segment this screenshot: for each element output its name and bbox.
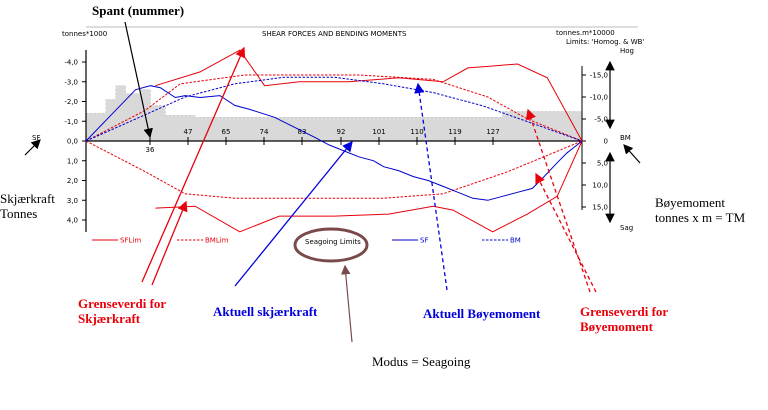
- series-sflim-line: [155, 140, 583, 233]
- mode-highlight-ellipse: [293, 227, 369, 263]
- frame-tick-label: 92: [337, 128, 346, 136]
- boyemoment-line-1: Bøyemoment: [655, 195, 726, 210]
- modus-annotation: Modus = Seagoing: [372, 354, 471, 369]
- legend-label-sf: SF: [420, 237, 428, 245]
- frame-tick-label: 110: [410, 128, 423, 136]
- bmlim-arrow-bottom: [535, 172, 597, 293]
- stillwater-area: [85, 85, 583, 142]
- bm-axis-arrow: [623, 144, 641, 164]
- skjaerkraft-annotation: Skjærkraft Tonnes: [0, 191, 55, 221]
- frame-tick-label: 36: [146, 146, 155, 154]
- limits-label: Limits: 'Homog. & WB': [566, 38, 645, 46]
- grense-skjaerkraft-annotation: Grenseverdi for Skjærkraft: [78, 296, 166, 326]
- left-tick-label: -3,0: [64, 78, 78, 86]
- series-bmlim-line: [85, 140, 583, 199]
- left-tick-label: -1,0: [64, 118, 78, 126]
- grense-sk-line-2: Skjærkraft: [78, 311, 141, 326]
- grense-sk-line-1: Grenseverdi for: [78, 296, 167, 311]
- left-tick-label: 4,0: [67, 217, 78, 225]
- spant-annotation: Spant (nummer): [92, 3, 185, 18]
- legend-label-bmlim: BMLim: [205, 237, 229, 245]
- bm-arrow: [414, 82, 448, 291]
- sflim-arrow-bottom: [151, 200, 188, 286]
- legend-label-sflim: SFLim: [120, 237, 141, 245]
- series-bm-line: [85, 76, 583, 142]
- sag-label: Sag: [620, 224, 634, 232]
- skjaerkraft-line-1: Skjærkraft: [0, 191, 55, 206]
- frame-tick-label: 127: [486, 128, 499, 136]
- hog-label: Hog: [620, 47, 634, 55]
- right-tick-label: -15,0: [590, 72, 608, 80]
- sf-arrow: [234, 140, 353, 287]
- spant-arrow: [124, 21, 153, 139]
- left-tick-label: 0,0: [67, 138, 78, 146]
- left-unit-label: tonnes*1000: [62, 30, 108, 38]
- right-tick-label: 0: [604, 138, 608, 146]
- right-tick-label: -5,0: [594, 116, 608, 124]
- bm-axis-label: BM: [620, 134, 631, 142]
- boyemoment-annotation: Bøyemoment tonnes x m = TM: [655, 195, 745, 225]
- right-unit-label: tonnes.m*10000: [556, 29, 615, 37]
- grense-bm-line-1: Grenseverdi for: [580, 304, 669, 319]
- left-tick-label: 3,0: [67, 197, 78, 205]
- right-tick-label: -10,0: [590, 94, 608, 102]
- aktuell-boyemoment-annotation: Aktuell Bøyemoment: [423, 306, 541, 321]
- right-tick-label: 15,0: [592, 204, 608, 212]
- chart-title: SHEAR FORCES AND BENDING MOMENTS: [262, 30, 407, 38]
- left-tick-label: -2,0: [64, 98, 78, 106]
- sflim-arrow-top: [141, 46, 246, 283]
- sf-axis-label: SF: [32, 134, 41, 142]
- grense-boyemoment-annotation: Grenseverdi for Bøyemoment: [580, 304, 668, 334]
- frame-tick-label: 101: [372, 128, 385, 136]
- frame-tick-label: 83: [298, 128, 307, 136]
- series-bmlim-line: [85, 74, 583, 142]
- series-sf-line: [85, 85, 583, 201]
- frame-tick-label: 47: [184, 128, 193, 136]
- left-tick-label: 1,0: [67, 157, 78, 165]
- left-tick-label: 2,0: [67, 177, 78, 185]
- boyemoment-line-2: tonnes x m = TM: [655, 210, 746, 225]
- sf-axis-arrow: [24, 139, 41, 156]
- left-tick-label: -4,0: [64, 59, 78, 67]
- frame-tick-label: 65: [222, 128, 231, 136]
- skjaerkraft-line-2: Tonnes: [0, 206, 38, 221]
- right-tick-label: 10,0: [592, 182, 608, 190]
- aktuell-skjaerkraft-annotation: Aktuell skjærkraft: [213, 304, 318, 319]
- legend-label-bm: BM: [510, 237, 521, 245]
- mode-arrow: [340, 264, 353, 343]
- right-tick-label: 5,0: [597, 160, 608, 168]
- frame-tick-label: 119: [448, 128, 461, 136]
- grense-bm-line-2: Bøyemoment: [580, 319, 653, 334]
- mode-label: Seagoing Limits: [305, 238, 361, 246]
- frame-tick-label: 74: [260, 128, 269, 136]
